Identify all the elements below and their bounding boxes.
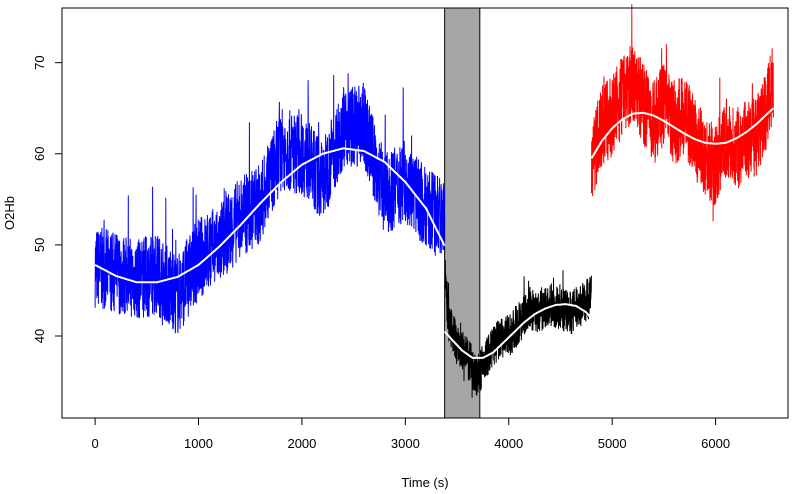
- x-axis-title: Time (s): [401, 475, 448, 490]
- series-layer: [94, 4, 774, 398]
- x-tick-label: 4000: [494, 436, 523, 451]
- y-tick-label: 70: [32, 55, 47, 69]
- fit-layer: [94, 107, 775, 359]
- x-tick-label: 3000: [391, 436, 420, 451]
- x-tick-label: 5000: [598, 436, 627, 451]
- x-axis: 0 1000 2000 3000 4000 5000 6000: [91, 417, 730, 451]
- x-tick-label: 6000: [701, 436, 730, 451]
- series-line-2: [444, 260, 592, 398]
- fit-curve-3: [590, 107, 775, 159]
- y-tick-label: 40: [32, 329, 47, 343]
- fit-curve-1: [94, 147, 446, 284]
- fit-curve-2: [443, 303, 593, 359]
- x-tick-label: 2000: [287, 436, 316, 451]
- series-line-3: [591, 4, 774, 222]
- series-line-1: [94, 73, 446, 334]
- x-tick-label: 1000: [184, 436, 213, 451]
- x-tick-label: 0: [91, 436, 98, 451]
- y-axis-title: O2Hb: [2, 196, 17, 230]
- y-axis: 40 50 60 70: [32, 55, 63, 343]
- y-tick-label: 60: [32, 147, 47, 161]
- y-tick-label: 50: [32, 238, 47, 252]
- plot-area: [61, 4, 789, 419]
